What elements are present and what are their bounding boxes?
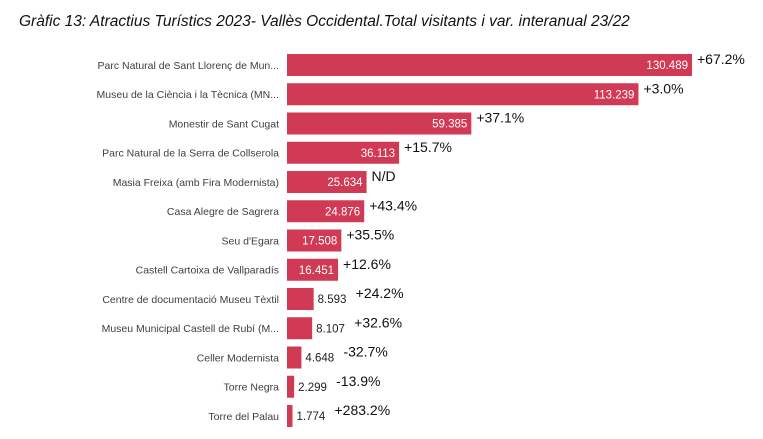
bar: [287, 346, 302, 369]
category-label: Celler Modernista: [197, 352, 279, 364]
category-label: Monestir de Sant Cugat: [169, 118, 279, 130]
bar: [287, 171, 367, 193]
chart-title: Gràfic 13: Atractius Turístics 2023- Val…: [19, 13, 630, 30]
category-label: Parc Natural de la Serra de Collserola: [102, 148, 279, 160]
category-label: Torre del Palau: [208, 411, 279, 423]
bar: [287, 288, 314, 310]
bar: [287, 112, 472, 135]
category-label: Castell Cartoixa de Vallparadís: [136, 265, 279, 277]
variation-label: +3.0%: [643, 80, 683, 96]
data-label: 4.648: [305, 353, 334, 365]
variation-label: +43.4%: [369, 197, 417, 213]
category-label: Casa Alegre de Sagrera: [167, 206, 279, 218]
bar: [287, 83, 639, 106]
variation-label: +24.2%: [356, 285, 404, 301]
bar: [287, 200, 365, 223]
data-label: 8.593: [318, 294, 347, 306]
data-label: 16.451: [299, 265, 334, 277]
variation-label: N/D: [372, 168, 396, 184]
data-label: 8.107: [316, 323, 345, 335]
bar: [287, 405, 293, 427]
variation-label: +37.1%: [476, 110, 524, 126]
category-label: Museu Municipal Castell de Rubí (M...: [102, 323, 279, 335]
bar: [287, 317, 313, 340]
data-label: 130.489: [646, 60, 688, 72]
category-label: Masia Freixa (amb Fira Modernista): [113, 177, 279, 189]
category-label: Museu de la Ciència i la Tècnica (MN...: [97, 89, 279, 101]
variation-label: +35.5%: [346, 227, 394, 243]
variation-label: +283.2%: [335, 402, 391, 418]
bar: [287, 141, 400, 164]
data-label: 36.113: [361, 148, 395, 160]
bar: [287, 375, 295, 398]
bars-layer: Parc Natural de Sant Llorenç de Mun... 13…: [97, 51, 745, 427]
bar: [287, 229, 342, 252]
variation-label: -32.7%: [343, 344, 387, 360]
data-label: 24.876: [325, 206, 360, 218]
variation-label: -13.9%: [336, 373, 380, 389]
data-label: 17.508: [302, 236, 337, 248]
variation-label: +67.2%: [697, 51, 745, 67]
category-label: Seu d'Egara: [222, 235, 280, 247]
category-label: Parc Natural de Sant Llorenç de Mun...: [97, 60, 279, 72]
variation-label: +15.7%: [404, 139, 452, 155]
data-label: 25.634: [327, 177, 363, 189]
data-label: 2.299: [298, 382, 327, 394]
bar: [287, 258, 339, 281]
variation-label: +32.6%: [354, 314, 402, 330]
category-label: Torre Negra: [224, 382, 280, 394]
data-label: 113.239: [594, 89, 635, 101]
data-label: 59.385: [432, 119, 467, 131]
category-label: Centre de documentació Museu Tèxtil: [102, 294, 279, 306]
variation-label: +12.6%: [343, 256, 391, 272]
data-label: 1.774: [297, 411, 326, 423]
bar: [287, 54, 692, 76]
